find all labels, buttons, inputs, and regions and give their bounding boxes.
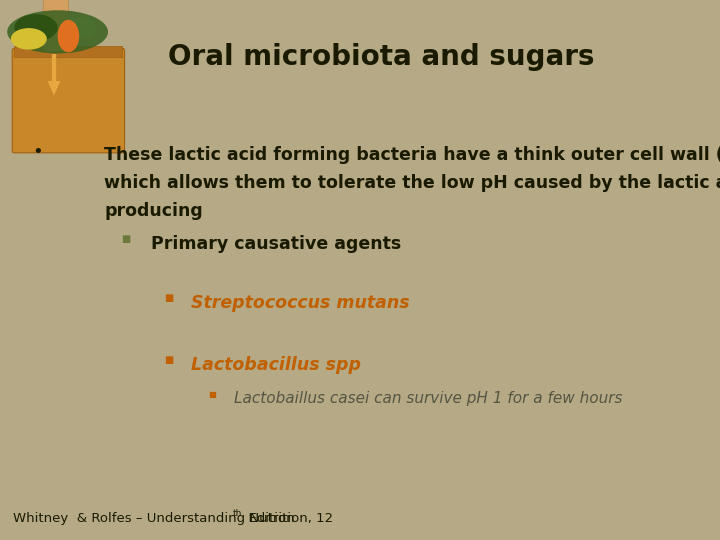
Text: ■: ■	[209, 390, 216, 400]
Ellipse shape	[14, 14, 58, 41]
Ellipse shape	[11, 28, 47, 50]
Bar	[14, 46, 122, 57]
Text: Whitney  & Rolfes – Understanding Nutrition, 12: Whitney & Rolfes – Understanding Nutriti…	[13, 512, 333, 525]
Text: ■: ■	[122, 234, 130, 244]
FancyArrow shape	[48, 54, 60, 96]
Ellipse shape	[7, 10, 108, 53]
Text: which allows them to tolerate the low pH caused by the lactic acid they are: which allows them to tolerate the low pH…	[104, 174, 720, 192]
Text: Streptococcus mutans: Streptococcus mutans	[191, 294, 410, 312]
FancyBboxPatch shape	[12, 49, 125, 153]
Text: Edition: Edition	[240, 512, 294, 525]
Ellipse shape	[61, 17, 97, 38]
Text: ■: ■	[165, 355, 174, 366]
Text: Primary causative agents: Primary causative agents	[151, 235, 402, 253]
Text: These lactic acid forming bacteria have a think outer cell wall (gram +ve): These lactic acid forming bacteria have …	[104, 146, 720, 164]
Text: producing: producing	[104, 202, 203, 220]
Text: Lactobaillus casei can survive pH 1 for a few hours: Lactobaillus casei can survive pH 1 for …	[234, 392, 623, 407]
Text: Oral microbiota and sugars: Oral microbiota and sugars	[168, 43, 595, 71]
FancyBboxPatch shape	[43, 0, 68, 51]
Ellipse shape	[58, 20, 79, 52]
Text: th: th	[233, 509, 242, 518]
Text: •: •	[32, 143, 42, 161]
Text: Lactobacillus spp: Lactobacillus spp	[191, 356, 361, 374]
Text: ■: ■	[165, 293, 174, 303]
